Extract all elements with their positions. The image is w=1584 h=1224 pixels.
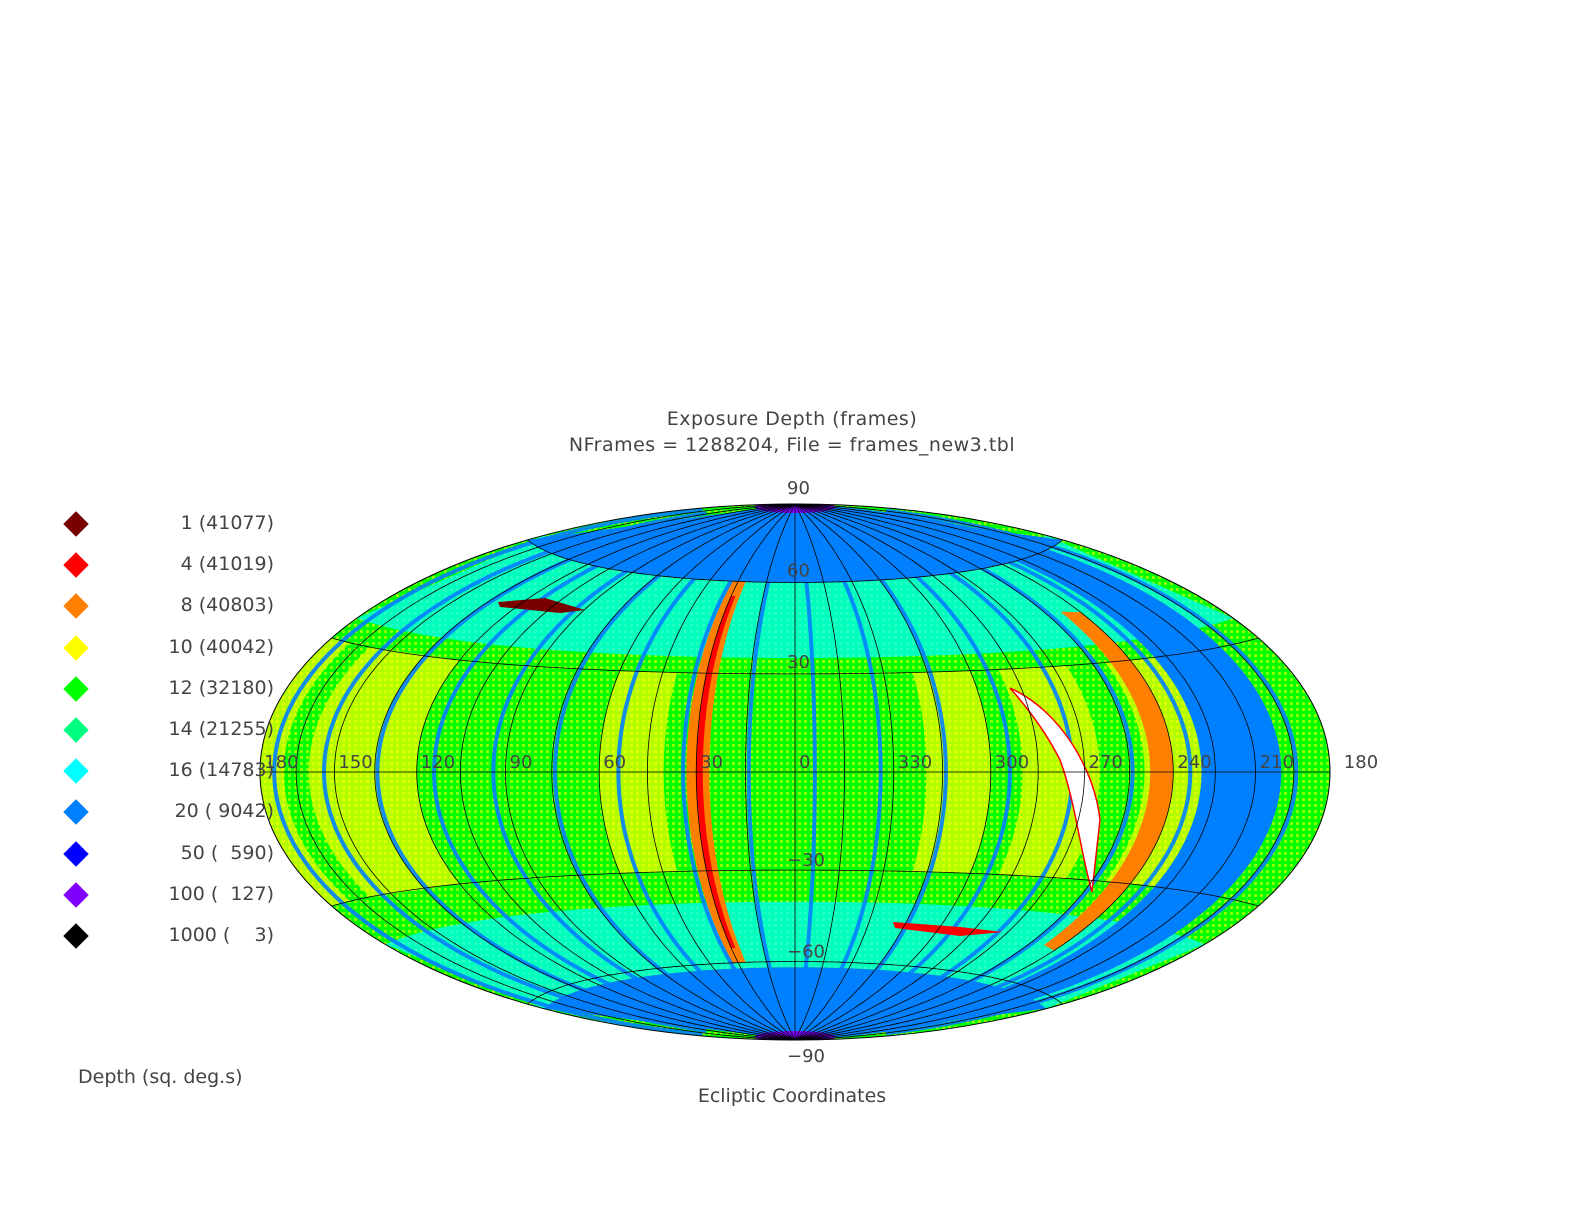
longitude-label: 120	[421, 752, 455, 773]
longitude-label: 180	[1344, 752, 1378, 773]
longitude-label: 210	[1260, 752, 1294, 773]
legend-label: 10 (40042)	[156, 635, 274, 658]
x-axis-label: Ecliptic Coordinates	[697, 1085, 887, 1107]
legend-swatch	[63, 799, 89, 826]
depth-stripe	[686, 581, 746, 963]
longitude-label: 90	[510, 752, 533, 773]
legend-label: 4 (41019)	[162, 553, 274, 576]
latitude-label: 90	[787, 478, 810, 499]
legend-item: 10 (40042)	[60, 634, 274, 675]
legend-label: 50 ( 590)	[168, 841, 274, 864]
longitude-label: 270	[1089, 752, 1123, 773]
longitude-label: 150	[338, 752, 372, 773]
legend-label: 14 (21255)	[156, 717, 274, 740]
latitude-label: −30	[787, 850, 825, 871]
depth-stripe	[1043, 611, 1174, 951]
longitude-label: 180	[264, 752, 298, 773]
legend-item: 14 (21255)	[60, 716, 274, 757]
legend-label: 1 (41077)	[162, 512, 274, 534]
legend-swatch	[63, 511, 89, 537]
legend-item: 8 (40803)	[60, 592, 274, 633]
legend-item: 50 ( 590)	[60, 840, 274, 881]
latitude-label: −90	[787, 1046, 825, 1067]
deep-lune	[795, 504, 1282, 1040]
legend-label: 8 (40803)	[162, 594, 274, 617]
parallel	[331, 869, 1259, 907]
legend-swatch	[63, 593, 89, 620]
coverage-gap	[1009, 687, 1101, 893]
depth-streak	[893, 922, 1003, 936]
parallel	[527, 539, 1063, 583]
legend-swatch	[63, 552, 89, 578]
legend-label: 1000 ( 3)	[168, 923, 274, 946]
legend-swatch	[63, 676, 89, 702]
legend-title: Depth (sq. deg.s)	[78, 1066, 243, 1088]
depth-region	[260, 638, 350, 906]
longitude-label: 60	[603, 752, 626, 773]
legend-item: 20 ( 9042)	[60, 798, 274, 839]
longitude-label: 300	[995, 752, 1029, 773]
legend-label: 20 ( 9042)	[162, 800, 274, 823]
chart-title: Exposure Depth (frames)	[666, 408, 918, 430]
parallel	[527, 961, 1063, 1005]
legend-item: 12 (32180)	[60, 675, 274, 716]
chart-subtitle: NFrames = 1288204, File = frames_new3.tb…	[568, 434, 1016, 456]
depth-legend: 1 (41077) 4 (41019) 8 (40803) 10 (40042)…	[60, 510, 274, 963]
legend-item: 16 (14783)	[60, 757, 274, 798]
legend-item: 1000 ( 3)	[60, 922, 274, 963]
latitude-label: −60	[787, 942, 825, 963]
latitude-label: 60	[787, 561, 810, 582]
legend-label: 100 ( 127)	[162, 882, 274, 905]
legend-label: 12 (32180)	[156, 676, 274, 699]
legend-swatch	[63, 634, 89, 661]
latitude-label: 30	[787, 652, 810, 673]
longitude-label: 330	[898, 752, 932, 773]
legend-swatch	[63, 758, 89, 784]
legend-swatch	[63, 717, 89, 743]
legend-item: 1 (41077)	[60, 510, 274, 551]
legend-swatch	[63, 840, 89, 867]
longitude-label: 240	[1177, 752, 1211, 773]
legend-swatch	[63, 881, 89, 908]
legend-swatch	[63, 923, 89, 949]
depth-stripe	[696, 595, 736, 949]
longitude-label: 30	[700, 752, 723, 773]
legend-item: 4 (41019)	[60, 551, 274, 592]
legend-label: 16 (14783)	[156, 759, 274, 782]
parallel	[331, 637, 1259, 675]
depth-streak	[498, 598, 585, 613]
longitude-label: 0	[799, 752, 810, 773]
legend-item: 100 ( 127)	[60, 881, 274, 922]
